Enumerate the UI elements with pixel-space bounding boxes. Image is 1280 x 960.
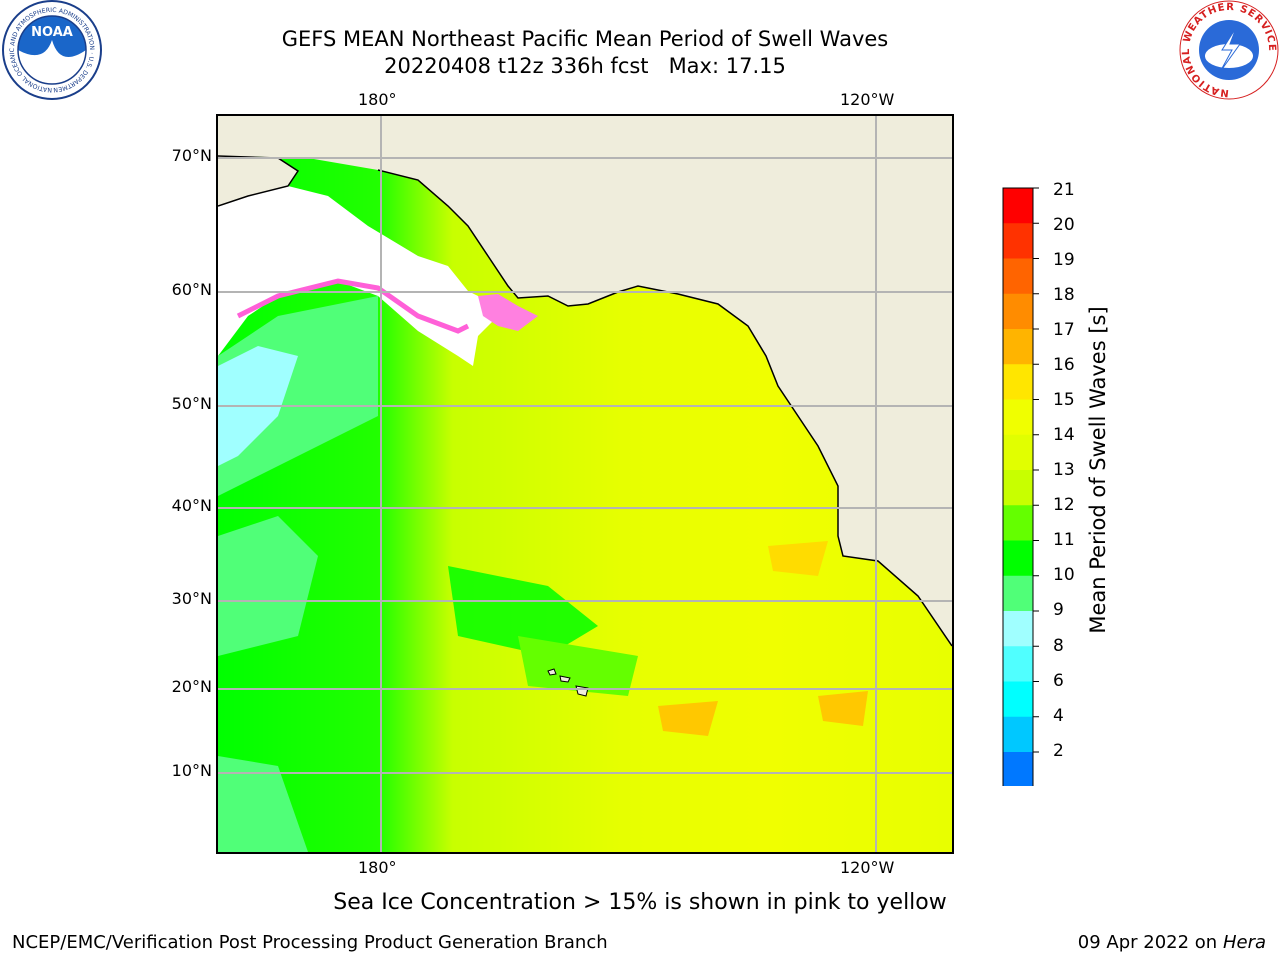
lat-label: 20°N [171, 677, 212, 696]
colorbar-tick-label: 8 [1053, 636, 1064, 656]
lat-label: 70°N [171, 146, 212, 165]
colorbar-tick-label: 9 [1053, 600, 1064, 620]
bottom-lon-label: 180° [358, 858, 397, 877]
credit-date: 09 Apr 2022 on Hera [1078, 932, 1266, 953]
colorbar-segment [1003, 329, 1033, 365]
lat-label: 30°N [171, 589, 212, 608]
noaa-logo: NATIONAL OCEANIC AND ATMOSPHERIC ADMINIS… [0, 0, 102, 100]
colorbar-title: Mean Period of Swell Waves [s] [1086, 306, 1110, 634]
north-america-land [218, 116, 952, 646]
sea-ice-patch [478, 294, 538, 331]
colorbar-segment [1003, 752, 1033, 786]
svg-text:NOAA: NOAA [31, 25, 73, 40]
colorbar-tick-label: 12 [1053, 495, 1075, 515]
swell-region-11s [448, 566, 598, 656]
colorbar-segment [1003, 681, 1033, 718]
colorbar-tick-label: 19 [1053, 250, 1075, 270]
colorbar-segment [1003, 716, 1033, 753]
colorbar-tick-label: 20 [1053, 215, 1075, 235]
colorbar-segment [1003, 540, 1033, 577]
colorbar-segment [1003, 470, 1033, 506]
nws-logo: NATIONAL WEATHER SERVICE [1179, 0, 1279, 100]
machine-name: Hera [1222, 932, 1266, 953]
credit-branch: NCEP/EMC/Verification Post Processing Pr… [12, 932, 608, 953]
colorbar-tick-label: 14 [1053, 425, 1075, 445]
top-lon-label: 120°W [840, 90, 895, 109]
lat-label: 50°N [171, 394, 212, 413]
lat-label: 60°N [171, 280, 212, 299]
colorbar-tick-label: 16 [1053, 355, 1075, 375]
swell-region-12s [518, 636, 638, 696]
colorbar-segment [1003, 434, 1033, 471]
swell-region-16s [818, 691, 868, 726]
colorbar-tick-label: 10 [1053, 565, 1075, 585]
colorbar-segment [1003, 223, 1033, 259]
colorbar-outline [1002, 187, 1034, 786]
colorbar-segment [1003, 611, 1033, 647]
chart-subtitle: 20220408 t12z 336h fcst Max: 17.15 [384, 54, 786, 78]
colorbar-segment [1003, 293, 1033, 330]
swell-period-map [218, 116, 952, 852]
lat-label: 40°N [171, 496, 212, 515]
colorbar-segment [1003, 505, 1033, 541]
asia-land [218, 156, 298, 206]
colorbar-tick-label: 15 [1053, 390, 1075, 410]
colorbar-segment [1003, 258, 1033, 295]
coastline [377, 169, 952, 647]
colorbar-tick-label: 2 [1053, 741, 1064, 761]
date-text: 09 Apr 2022 on [1077, 932, 1223, 953]
graticule [218, 116, 952, 852]
colorbar-tick-label: 21 [1053, 180, 1075, 200]
sea-ice-edge [236, 278, 470, 334]
swell-region-10s [218, 516, 318, 656]
colorbar-segment [1003, 188, 1033, 224]
colorbar-tick-label: 4 [1053, 706, 1064, 726]
lat-label: 10°N [171, 761, 212, 780]
map-panel [216, 114, 954, 854]
swell-region-10s [218, 756, 308, 852]
colorbar-tick-label: 6 [1053, 671, 1064, 691]
colorbar [1002, 187, 1039, 786]
swell-region-16s [658, 701, 718, 736]
colorbar-tick-label: 17 [1053, 320, 1075, 340]
sea-ice-note: Sea Ice Concentration > 15% is shown in … [333, 890, 947, 915]
colorbar-segment [1003, 399, 1033, 436]
colorbar-segment [1003, 646, 1033, 682]
colorbar-tick-label: 11 [1053, 530, 1075, 550]
chart-title: GEFS MEAN Northeast Pacific Mean Period … [281, 27, 889, 51]
bottom-lon-label: 120°W [840, 858, 895, 877]
colorbar-tick-label: 18 [1053, 285, 1075, 305]
colorbar-segment [1003, 364, 1033, 400]
colorbar-segment [1003, 575, 1033, 612]
top-lon-label: 180° [358, 90, 397, 109]
colorbar-tick-label: 13 [1053, 460, 1075, 480]
swell-region-15s [768, 541, 828, 576]
